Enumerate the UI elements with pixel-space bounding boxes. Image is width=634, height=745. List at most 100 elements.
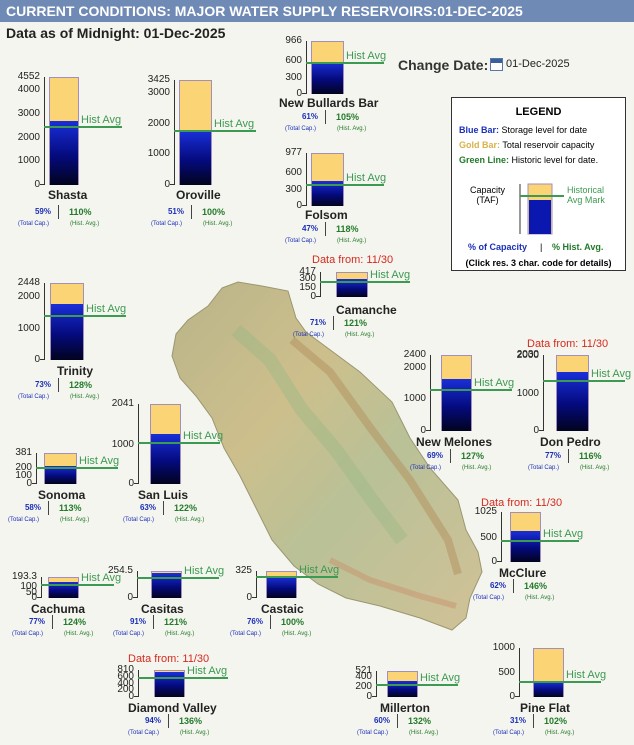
hist-avg-note: (Hist. Avg.) — [70, 394, 100, 400]
axis-tick-label: 0 — [164, 179, 170, 190]
legend-sample-chart — [519, 183, 564, 235]
axis-tick-label: 0 — [296, 200, 302, 211]
hist-avg-label: Hist Avg — [214, 118, 255, 131]
stat-separator — [168, 714, 169, 728]
axis-tick-label: 4000 — [17, 84, 40, 96]
total-cap-note: (Total Cap.) — [18, 394, 50, 400]
legend-hist-line2: Avg Mark — [567, 195, 605, 205]
legend-title: LEGEND — [515, 106, 562, 118]
axis-tick-label: 2041 — [111, 398, 134, 409]
percent-of-capacity: 77% — [28, 617, 45, 626]
change-date-value[interactable]: 01-Dec-2025 — [506, 58, 570, 70]
hist-avg-line — [44, 126, 122, 129]
reservoir-name[interactable]: Pine Flat — [520, 701, 571, 715]
reservoir-name[interactable]: Millerton — [380, 701, 430, 715]
axis-tick-label: 300 — [299, 273, 316, 284]
total-cap-note: (Total Cap.) — [410, 465, 442, 471]
axis-tick-label: 0 — [533, 425, 539, 436]
percent-of-hist-avg: 127% — [461, 451, 485, 461]
total-cap-note: (Total Cap.) — [18, 221, 50, 227]
storage-bar — [267, 577, 296, 598]
axis-tick-label: 0 — [246, 592, 252, 603]
total-cap-note: (Total Cap.) — [230, 631, 262, 637]
hist-avg-note: (Hist. Avg.) — [60, 517, 90, 523]
stat-separator — [325, 222, 326, 236]
axis-line — [501, 512, 502, 562]
calendar-icon[interactable] — [490, 58, 503, 71]
hist-avg-line — [256, 576, 338, 579]
axis-tick-label: 2000 — [17, 131, 40, 143]
legend-separator: | — [540, 242, 543, 252]
stat-separator — [450, 449, 451, 463]
hist-avg-line — [138, 677, 228, 680]
percent-of-capacity: 63% — [139, 503, 156, 512]
reservoir-name[interactable]: Diamond Valley — [128, 701, 217, 715]
percent-of-hist-avg: 121% — [344, 318, 368, 328]
hist-avg-note: (Hist. Avg.) — [525, 595, 555, 601]
axis-line — [519, 648, 520, 697]
reservoir-name[interactable]: Trinity — [57, 364, 94, 378]
axis-line — [306, 153, 307, 206]
axis-baseline — [302, 93, 306, 94]
reservoir-name[interactable]: Oroville — [176, 188, 221, 202]
hist-avg-note: (Hist. Avg.) — [64, 631, 94, 637]
axis-baseline — [134, 696, 138, 697]
legend-panel: LEGEND Blue Bar: Storage level for date … — [451, 97, 626, 271]
reservoir-name[interactable]: Cachuma — [31, 602, 86, 616]
reservoir-name[interactable]: New Melones — [416, 435, 493, 449]
hist-avg-line — [430, 388, 512, 391]
reservoir-name[interactable]: Folsom — [305, 208, 348, 222]
percent-of-capacity: 94% — [144, 716, 161, 725]
axis-tick-label: 600 — [117, 671, 134, 682]
axis-tick-label: 1000 — [492, 642, 515, 653]
percent-of-hist-avg: 124% — [63, 617, 87, 627]
axis-tick-label: 381 — [15, 447, 32, 458]
hist-avg-label: Hist Avg — [543, 527, 584, 540]
hist-avg-note: (Hist. Avg.) — [462, 465, 492, 471]
hist-avg-label: Hist Avg — [591, 367, 632, 380]
legend-gold-text: Total reservoir capacity — [502, 140, 595, 150]
hist-avg-line — [44, 315, 126, 318]
axis-tick-label: 0 — [366, 691, 372, 702]
reservoir-name[interactable]: Camanche — [336, 303, 397, 317]
axis-tick-label: 0 — [509, 691, 515, 702]
total-cap-note: (Total Cap.) — [473, 595, 505, 601]
reservoir-name[interactable]: Castaic — [261, 602, 304, 616]
hist-avg-label: Hist Avg — [187, 665, 228, 678]
reservoir-name[interactable]: San Luis — [138, 488, 189, 502]
axis-tick-label: 150 — [299, 282, 316, 293]
axis-tick-label: 0 — [26, 478, 32, 489]
percent-of-hist-avg: 113% — [59, 503, 82, 513]
axis-tick-label: 1025 — [474, 506, 497, 517]
axis-tick-label: 1000 — [17, 155, 40, 167]
hist-avg-line — [137, 576, 219, 579]
hist-avg-line — [519, 681, 601, 684]
percent-of-capacity: 61% — [301, 112, 318, 121]
total-cap-note: (Total Cap.) — [528, 465, 560, 471]
axis-baseline — [252, 597, 256, 598]
axis-tick-label: 0 — [128, 691, 134, 702]
hist-avg-note: (Hist. Avg.) — [345, 332, 375, 338]
axis-line — [174, 80, 175, 185]
hist-avg-line — [41, 583, 114, 586]
axis-tick-label: 417 — [299, 266, 316, 277]
change-date-label: Change Date: — [398, 57, 489, 73]
axis-tick-label: 0 — [34, 354, 40, 365]
axis-tick-label: 50 — [25, 586, 37, 598]
axis-tick-label: 2400 — [403, 349, 426, 360]
axis-tick-label: 600 — [285, 167, 302, 179]
percent-of-hist-avg: 110% — [69, 207, 92, 217]
axis-tick-label: 3000 — [17, 107, 40, 119]
reservoir-name[interactable]: Shasta — [48, 188, 88, 202]
total-cap-note: (Total Cap.) — [293, 332, 325, 338]
reservoir-name[interactable]: Sonoma — [38, 488, 86, 502]
reservoir-name[interactable]: McClure — [499, 566, 547, 580]
percent-of-capacity: 76% — [246, 617, 263, 626]
axis-line — [430, 355, 431, 431]
hist-avg-label: Hist Avg — [81, 114, 122, 127]
axis-tick-label: 2448 — [17, 277, 40, 288]
axis-baseline — [497, 561, 501, 562]
reservoir-name[interactable]: Casitas — [141, 602, 184, 616]
reservoir-name[interactable]: Don Pedro — [540, 435, 601, 449]
reservoir-name[interactable]: New Bullards Bar — [279, 96, 379, 110]
